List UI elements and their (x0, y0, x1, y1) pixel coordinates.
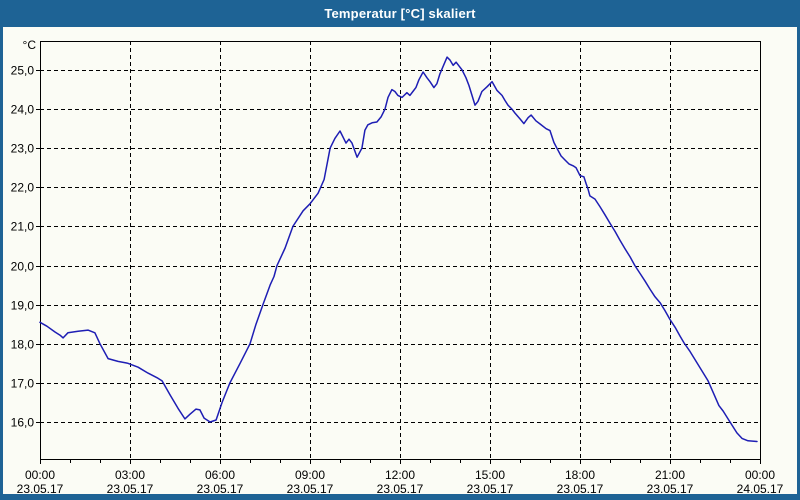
x-tick-time: 09:00 (295, 468, 325, 482)
svg-text:25,0: 25,0 (11, 64, 35, 78)
x-tick-date: 23.05.17 (467, 482, 514, 496)
temperature-line (39, 56, 758, 443)
x-tick-time: 00:00 (25, 468, 55, 482)
x-axis-labels: 00:0023.05.1703:0023.05.1706:0023.05.170… (17, 468, 784, 496)
svg-text:22,0: 22,0 (11, 181, 35, 195)
svg-text:23,0: 23,0 (11, 142, 35, 156)
x-tick-date: 23.05.17 (647, 482, 694, 496)
x-tick-date: 23.05.17 (377, 482, 424, 496)
x-tick-time: 00:00 (745, 468, 775, 482)
plot-border (40, 41, 761, 460)
x-tick-time: 21:00 (655, 468, 685, 482)
svg-text:19,0: 19,0 (11, 299, 35, 313)
window-title-bar: Temperatur [°C] skaliert (0, 0, 800, 27)
x-tick-time: 15:00 (475, 468, 505, 482)
svg-text:17,0: 17,0 (11, 377, 35, 391)
x-tick-date: 23.05.17 (197, 482, 244, 496)
x-tick-date: 23.05.17 (17, 482, 64, 496)
window-title: Temperatur [°C] skaliert (324, 6, 476, 21)
x-tick-date: 24.05.17 (737, 482, 784, 496)
x-tick-time: 12:00 (385, 468, 415, 482)
svg-text:24,0: 24,0 (11, 103, 35, 117)
x-tick-time: 18:00 (565, 468, 595, 482)
y-axis-ticks (36, 70, 40, 423)
x-gridlines (130, 41, 671, 459)
x-tick-date: 23.05.17 (557, 482, 604, 496)
x-tick-date: 23.05.17 (107, 482, 154, 496)
svg-text:21,0: 21,0 (11, 220, 35, 234)
svg-text:20,0: 20,0 (11, 260, 35, 274)
svg-text:18,0: 18,0 (11, 338, 35, 352)
y-axis-labels: 25,0 24,0 23,0 22,0 21,0 20,0 19,0 18,0 17,0 16,0 (11, 64, 35, 430)
x-tick-time: 03:00 (115, 468, 145, 482)
svg-text:16,0: 16,0 (11, 416, 35, 430)
x-tick-time: 06:00 (205, 468, 235, 482)
x-tick-date: 23.05.17 (287, 482, 334, 496)
y-axis-unit-label: °C (23, 38, 37, 52)
